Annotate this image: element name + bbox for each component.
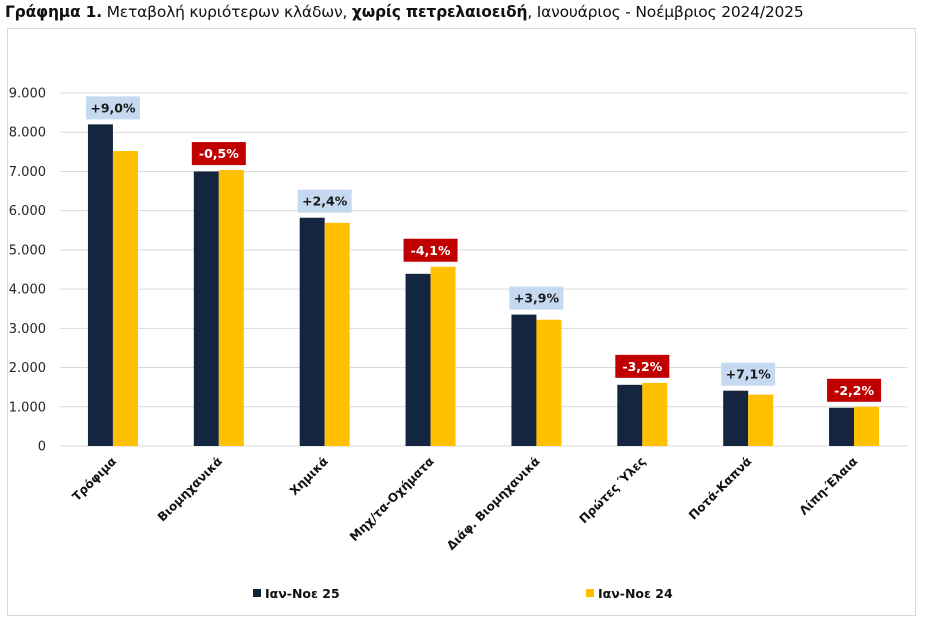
change-label: -3,2% xyxy=(622,359,662,374)
y-tick-label: 8.000 xyxy=(9,126,46,141)
bar-ian-noe-25 xyxy=(511,314,537,446)
y-tick-label: 5.000 xyxy=(9,243,46,258)
chart-title-bold: χωρίς πετρελαιοειδή xyxy=(351,3,528,21)
change-label-box xyxy=(403,238,458,262)
bar-ian-noe-24 xyxy=(324,222,350,446)
bar-ian-noe-24 xyxy=(536,319,562,446)
x-axis-labels: Τρόφιμα Βιομηχανικά Χημικά Μηχ/τα-Οχήματα Δι… xyxy=(69,454,860,553)
legend-swatch xyxy=(253,589,261,597)
legend-swatch xyxy=(586,589,594,597)
chart-frame xyxy=(7,28,916,616)
change-label: -2,2% xyxy=(834,383,874,398)
bar-ian-noe-24 xyxy=(642,382,668,446)
bar-ian-noe-24 xyxy=(854,406,880,446)
bar-ian-noe-25 xyxy=(193,171,219,446)
chart-title-part1: Μεταβολή κυριότερων κλάδων, xyxy=(101,3,352,21)
x-tick-label: Ποτά-Καπνά xyxy=(686,454,754,522)
legend-label: Ιαν-Νοε 24 xyxy=(598,586,673,601)
bar-ian-noe-25 xyxy=(617,384,643,446)
change-label: +2,4% xyxy=(302,194,348,209)
bar-ian-noe-24 xyxy=(748,394,774,446)
change-label: +3,9% xyxy=(514,291,560,306)
bar-ian-noe-25 xyxy=(299,217,325,446)
change-label: +7,1% xyxy=(726,367,772,382)
chart-title-prefix: Γράφημα 1. xyxy=(5,3,102,21)
bar-ian-noe-24 xyxy=(430,266,456,446)
x-tick-label: Μηχ/τα-Οχήματα xyxy=(347,454,437,544)
change-label-box xyxy=(191,142,246,166)
y-tick-label: 1.000 xyxy=(9,400,46,415)
bar-ian-noe-24 xyxy=(112,151,138,446)
x-tick-label: Τρόφιμα xyxy=(69,454,119,504)
y-tick-label: 6.000 xyxy=(9,204,46,219)
y-tick-label: 7.000 xyxy=(9,165,46,180)
chart-title-part2: , Ιανουάριος - Νοέμβριος 2024/2025 xyxy=(527,3,804,21)
change-labels: +9,0% -0,5% +2,4% -4,1% +3,9% -3,2% +7,1% -2,2% xyxy=(85,96,882,402)
change-label-box xyxy=(297,189,352,213)
bar-ian-noe-24 xyxy=(218,170,244,447)
bar-ian-noe-25 xyxy=(405,273,431,446)
bar-ian-noe-25 xyxy=(723,390,749,446)
y-tick-label: 0 xyxy=(38,440,46,455)
change-label: -0,5% xyxy=(199,146,239,161)
y-axis-ticks: 0 1.000 2.000 3.000 4.000 5.000 6.000 7.000 8.00… xyxy=(9,87,46,455)
legend: Ιαν-Νοε 25 Ιαν-Νοε 24 xyxy=(253,586,673,601)
x-tick-label: Διάφ. Βιομηχανικά xyxy=(444,454,543,553)
change-label-box xyxy=(615,354,670,378)
change-label-box xyxy=(509,286,564,310)
gridlines xyxy=(60,92,907,447)
x-tick-label: Βιομηχανικά xyxy=(155,454,225,524)
y-tick-label: 3.000 xyxy=(9,322,46,337)
change-label-box xyxy=(85,96,140,120)
change-label: +9,0% xyxy=(90,100,136,115)
y-tick-label: 4.000 xyxy=(9,283,46,298)
y-tick-label: 9.000 xyxy=(9,87,46,102)
x-tick-label: Πρώτες Ύλες xyxy=(576,454,648,526)
chart-title: Γράφημα 1. Μεταβολή κυριότερων κλάδων, χ… xyxy=(5,3,804,21)
change-label: -4,1% xyxy=(411,243,451,258)
bar-ian-noe-25 xyxy=(87,124,113,446)
change-label-box xyxy=(827,378,882,402)
legend-label: Ιαν-Νοε 25 xyxy=(265,586,340,601)
x-tick-label: Λίπη-Έλαια xyxy=(797,454,861,518)
bar-ian-noe-25 xyxy=(829,407,855,446)
x-tick-label: Χημικά xyxy=(287,454,331,498)
bars xyxy=(87,124,880,447)
y-tick-label: 2.000 xyxy=(9,361,46,376)
change-label-box xyxy=(721,362,776,386)
